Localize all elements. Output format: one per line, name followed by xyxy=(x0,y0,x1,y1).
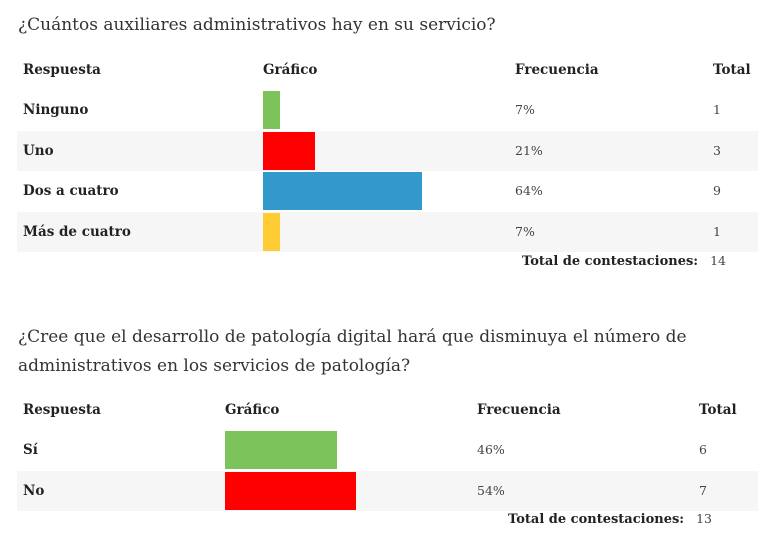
frequency-value: 7% xyxy=(515,102,535,117)
total-value: 6 xyxy=(699,442,707,457)
frequency-value: 7% xyxy=(515,223,535,239)
bar-4 xyxy=(263,212,281,251)
total-responses-value: 13 xyxy=(696,511,712,526)
results-table-1: Respuesta Gráfico Frecuencia Total Ninguno 7%… xyxy=(17,50,758,269)
bar-1 xyxy=(263,91,281,129)
frequency-value: 54% xyxy=(477,482,505,498)
answer-label: Sí xyxy=(23,442,38,458)
header-grafico: Gráfico xyxy=(263,62,318,78)
total-responses-label: Total de contestaciones: xyxy=(522,254,699,269)
total-value: 7 xyxy=(699,482,707,498)
bar-3 xyxy=(263,172,422,210)
answer-label: Dos a cuatro xyxy=(23,183,119,199)
header-total: Total xyxy=(713,62,751,78)
total-responses-value: 14 xyxy=(710,253,726,268)
table-header: Respuesta Gráfico Frecuencia Total xyxy=(17,390,758,430)
frequency-value: 64% xyxy=(515,183,543,198)
table-header: Respuesta Gráfico Frecuencia Total xyxy=(17,50,758,90)
header-frecuencia: Frecuencia xyxy=(515,62,599,78)
table-row: Sí 46% 6 xyxy=(17,430,758,471)
table-row: Dos a cuatro 64% 9 xyxy=(17,171,758,212)
frequency-value: 46% xyxy=(477,442,505,457)
survey-question-1: ¿Cuántos auxiliares administrativos hay … xyxy=(18,15,496,35)
answer-label: Más de cuatro xyxy=(23,223,131,240)
answer-label: No xyxy=(23,482,45,499)
answer-label: Ninguno xyxy=(23,102,89,118)
total-value: 1 xyxy=(713,223,721,239)
total-value: 9 xyxy=(713,183,721,198)
header-respuesta: Respuesta xyxy=(23,62,101,78)
header-total: Total xyxy=(699,402,737,418)
results-table-2: Respuesta Gráfico Frecuencia Total Sí 46% 6 No 5… xyxy=(17,390,758,527)
total-responses-label: Total de contestaciones: xyxy=(508,512,685,527)
total-value: 1 xyxy=(713,102,721,117)
bar-2 xyxy=(263,131,316,170)
table-row: Uno 21% 3 xyxy=(17,130,758,171)
bar-2 xyxy=(225,471,356,510)
frequency-value: 21% xyxy=(515,142,543,158)
table-row: No 54% 7 xyxy=(17,470,758,511)
header-frecuencia: Frecuencia xyxy=(477,402,561,418)
table-row: Ninguno 7% 1 xyxy=(17,90,758,131)
header-grafico: Gráfico xyxy=(225,402,280,418)
total-responses: Total de contestaciones: 13 xyxy=(508,511,712,527)
answer-label: Uno xyxy=(23,142,54,159)
total-responses: Total de contestaciones: 14 xyxy=(522,253,726,269)
header-respuesta: Respuesta xyxy=(23,402,101,418)
survey-question-2: ¿Cree que el desarrollo de patología dig… xyxy=(18,327,687,376)
bar-1 xyxy=(225,431,337,469)
table-row: Más de cuatro 7% 1 xyxy=(17,211,758,252)
total-value: 3 xyxy=(713,142,721,158)
